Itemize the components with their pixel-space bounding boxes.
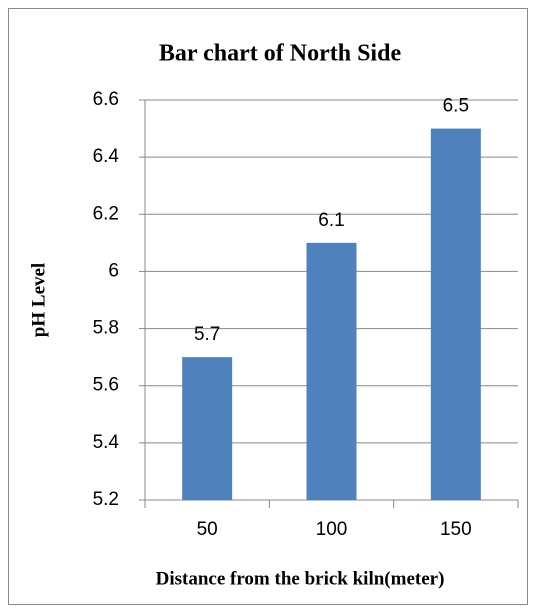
value-label: 6.1 — [318, 210, 344, 231]
value-label: 5.7 — [194, 324, 220, 345]
x-axis-label: Distance from the brick kiln(meter) — [156, 568, 445, 589]
y-tick-label: 5.4 — [93, 432, 120, 453]
y-tick-label: 6.4 — [93, 146, 120, 167]
y-axis-label: pH Level — [28, 263, 49, 337]
y-tick-label: 5.2 — [93, 489, 119, 510]
y-tick-label: 5.8 — [93, 318, 119, 339]
bar — [306, 242, 357, 500]
y-tick-label: 6.6 — [93, 89, 119, 110]
y-tick-label: 6.2 — [93, 203, 119, 224]
x-tick-label: 150 — [440, 519, 472, 540]
chart-title: Bar chart of North Side — [159, 41, 402, 67]
bar — [182, 357, 233, 500]
value-label: 6.5 — [443, 96, 469, 117]
x-tick-label: 50 — [197, 519, 218, 540]
y-tick-label: 6 — [108, 260, 119, 281]
bar — [430, 128, 481, 501]
x-tick-label: 100 — [316, 519, 348, 540]
y-tick-label: 5.6 — [93, 375, 119, 396]
